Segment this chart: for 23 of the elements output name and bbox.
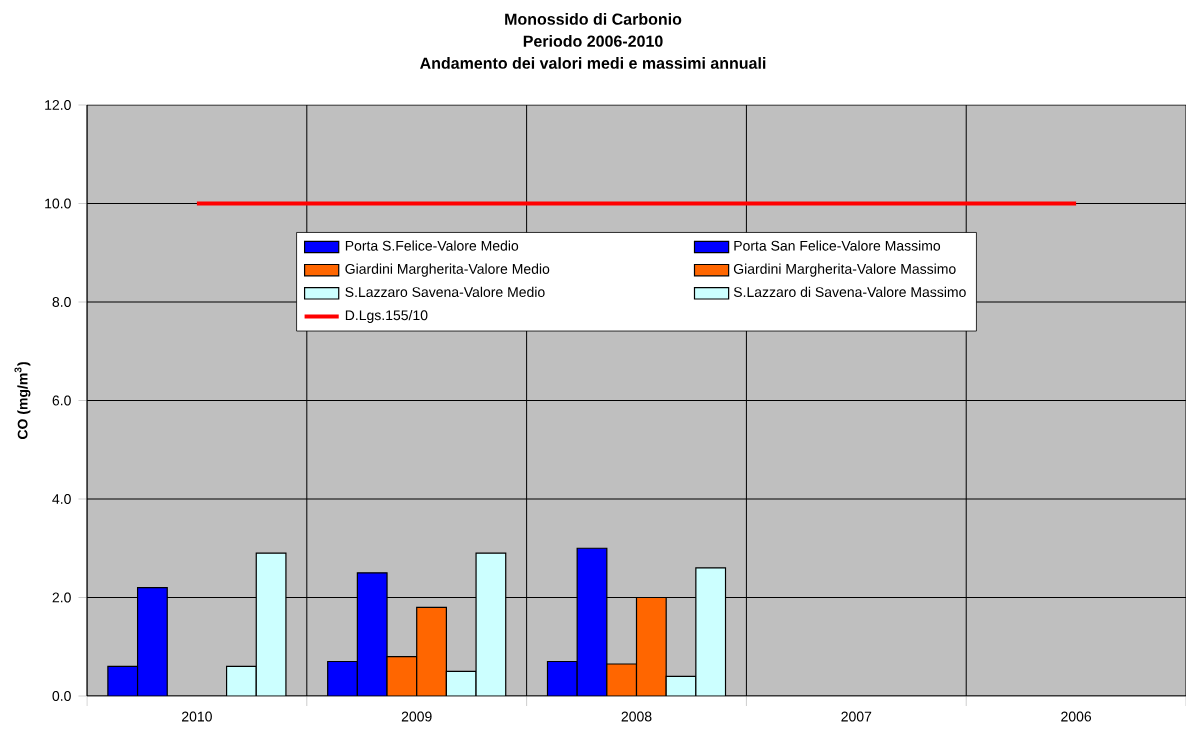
x-tick-label: 2010	[182, 711, 212, 722]
text: Andamento dei valori medi e massimi annuali	[420, 57, 766, 69]
legend-label: D.Lgs.155/10	[345, 309, 428, 323]
x-tick-label: 2006	[1061, 711, 1092, 722]
y-tick-label: 8.0	[52, 297, 71, 307]
y-tick-label: 0.0	[52, 691, 71, 701]
y-tick-label: 4.0	[52, 494, 71, 504]
x-tick-label: 2009	[401, 711, 432, 722]
legend-label: Giardini Margherita-Valore Medio	[345, 263, 550, 277]
chart-subtitle: Periodo 2006-2010	[523, 35, 663, 47]
y-axis-title: CO (mg/m$^{3}$)	[14, 362, 31, 439]
legend-label: Giardini Margherita-Valore Massimo	[733, 263, 956, 277]
y-tick-label: 2.0	[52, 592, 71, 603]
x-tick-label: 2007	[841, 711, 872, 722]
x-tick-label: 2008	[621, 711, 652, 722]
legend-label: Porta S.Felice-Valore Medio	[345, 240, 519, 251]
y-tick-label: 6.0	[52, 395, 71, 406]
legend-label: Porta San Felice-Valore Massimo	[734, 240, 941, 251]
legend-label: S.Lazzaro Savena-Valore Medio	[345, 286, 545, 298]
legend-label: S.Lazzaro di Savena-Valore Massimo	[733, 286, 966, 298]
y-tick-label: 12.0	[45, 100, 71, 110]
y-tick-label: 10.0	[45, 198, 71, 209]
chart-title: Monossido di Carbonio	[505, 13, 682, 25]
